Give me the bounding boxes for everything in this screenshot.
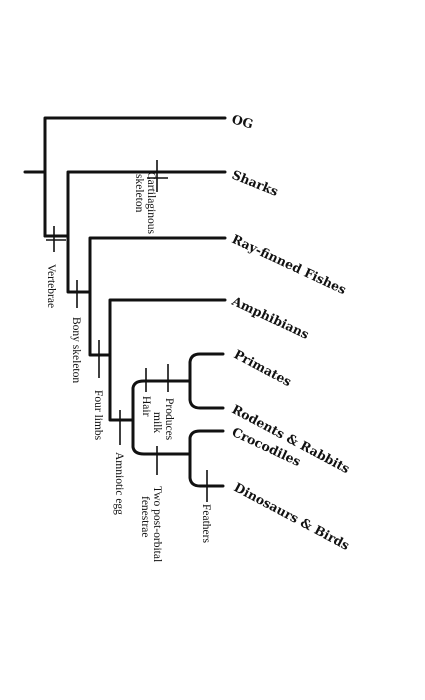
trait-cartilaginous: Cartilaginous — [145, 172, 157, 234]
branch-ray-finned — [66, 234, 227, 294]
trait-bony-skeleton: Bony skeleton — [70, 317, 82, 383]
taxon-primates: Primates — [232, 346, 295, 389]
trait-vertebrae: Vertebrae — [45, 264, 57, 308]
branch-crocodiles — [188, 429, 225, 456]
taxon-amphibians: Amphibians — [229, 293, 312, 342]
trait-milk: milk — [151, 412, 163, 433]
trait-four-limbs: Four limbs — [92, 390, 104, 441]
branch-primates — [188, 352, 225, 383]
branch-archosaurs — [131, 418, 192, 456]
branch-amphibians — [88, 290, 227, 357]
trait-amniotic-egg: Amniotic egg — [113, 452, 125, 515]
tick-four-limbs — [90, 340, 110, 378]
branch-rodents — [188, 379, 225, 410]
branch-amniotes — [108, 353, 135, 422]
trait-produces: Produces — [163, 398, 175, 441]
taxon-ray-finned-fishes: Ray-finned Fishes — [230, 231, 349, 297]
tick-cartilaginous — [147, 160, 168, 192]
trait-hair: Hair — [140, 396, 152, 417]
tick-feathers — [200, 470, 215, 502]
taxon-sharks: Sharks — [230, 167, 281, 199]
tick-amniotic — [110, 410, 133, 445]
branch-mammals — [131, 379, 192, 422]
branch-sharks — [43, 170, 227, 238]
tick-bony — [68, 280, 90, 308]
trait-skeleton: skeleton — [133, 174, 145, 213]
taxon-og: OG — [230, 111, 255, 131]
tick-vertebrae — [46, 226, 66, 252]
trait-two-post-orbital: Two post-orbital — [151, 486, 163, 562]
branch-og — [43, 116, 227, 238]
trait-fenestrae: fenestrae — [139, 496, 151, 538]
taxon-dinosaurs-birds: Dinosaurs & Birds — [232, 479, 353, 553]
trait-feathers: Feathers — [200, 504, 212, 543]
branch-dinosaurs — [188, 452, 225, 488]
